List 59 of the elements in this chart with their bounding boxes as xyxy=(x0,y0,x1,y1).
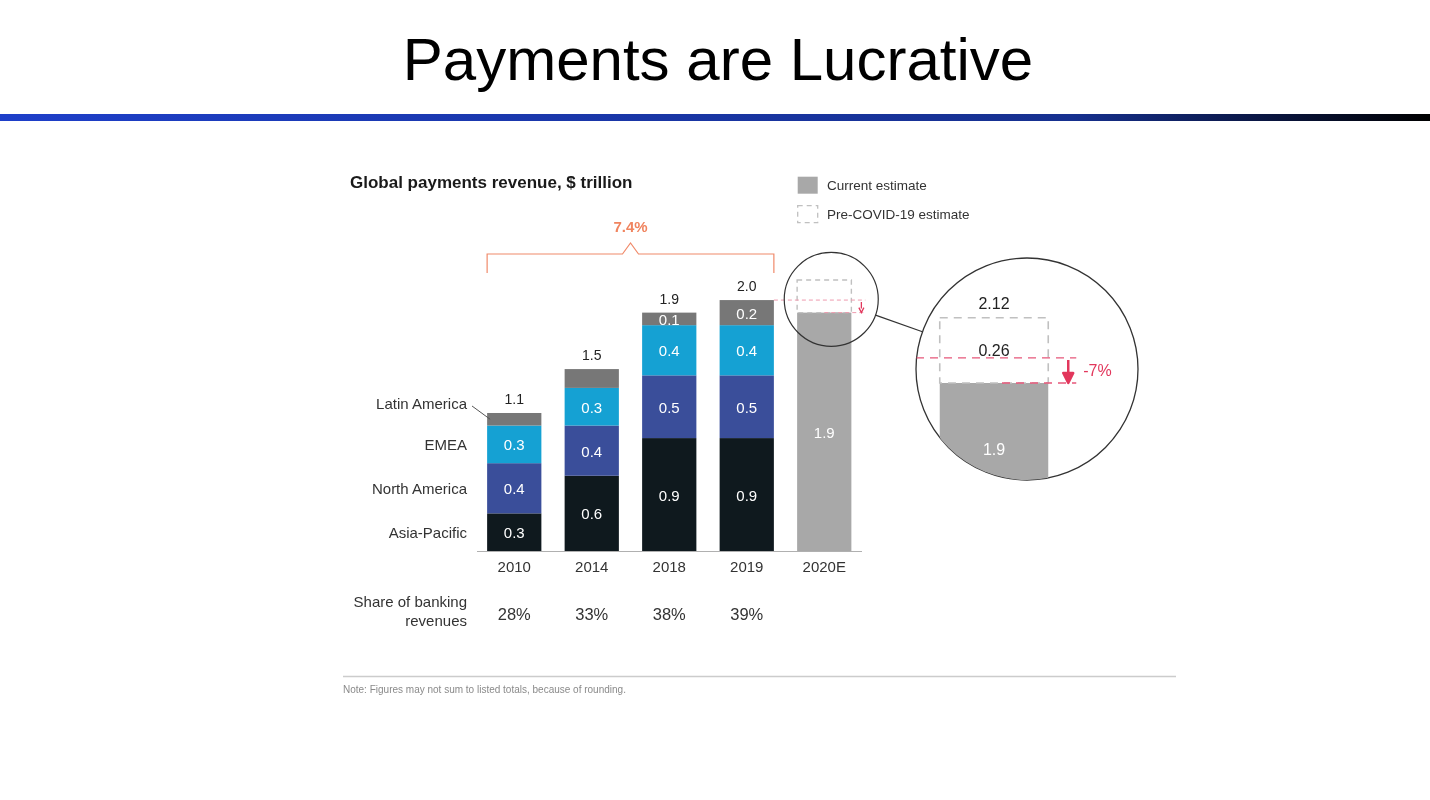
text: 1.9 xyxy=(982,440,1006,458)
bar xyxy=(487,412,542,426)
chart-title: Payments are Lucrative xyxy=(402,26,1034,93)
x-tick-label: 2019 xyxy=(730,558,764,575)
bar xyxy=(719,325,774,376)
legend-label: Current estimate xyxy=(827,177,927,193)
x-tick-label: 2014 xyxy=(575,558,609,575)
text: 39% xyxy=(730,605,764,623)
bar xyxy=(564,369,619,388)
text: 38% xyxy=(652,605,687,623)
series-label: North America xyxy=(371,479,468,497)
data-label: 0.4 xyxy=(658,341,680,359)
legend-label: Pre-COVID-19 estimate xyxy=(827,206,970,222)
data-label: 0.1 xyxy=(658,310,680,328)
text: Share of banking revenues xyxy=(353,593,467,629)
series-label: EMEA xyxy=(424,435,467,453)
series-label: Latin America xyxy=(376,394,468,412)
bar xyxy=(564,425,619,476)
text: 7.4% xyxy=(613,218,648,235)
bar xyxy=(719,438,774,551)
x-tick-label: 2010 xyxy=(497,558,531,575)
data-label: 0.5 xyxy=(658,398,680,416)
series-label: Asia-Pacific xyxy=(388,523,468,541)
total-label: 1.5 xyxy=(582,347,602,364)
data-label: 0.3 xyxy=(503,523,525,541)
bar xyxy=(487,513,542,551)
x-tick-label: 2020E xyxy=(802,558,846,575)
bar xyxy=(564,387,619,426)
total-label: 1.1 xyxy=(504,390,525,407)
text: 2.12 xyxy=(978,294,1010,312)
text: 0.26 xyxy=(978,341,1010,359)
text: 28% xyxy=(497,605,532,623)
text: Note: Figures may not sum to listed totals, because of rounding. xyxy=(343,684,626,695)
data-label: 0.4 xyxy=(581,442,603,460)
data-label: 0.5 xyxy=(736,398,758,416)
data-label: 1.9 xyxy=(813,423,835,441)
data-label: 0.3 xyxy=(503,435,525,453)
bar xyxy=(642,438,697,551)
bar xyxy=(642,375,697,439)
data-label: 0.9 xyxy=(736,486,758,504)
text: -7% xyxy=(1083,361,1112,379)
data-label: 0.6 xyxy=(581,504,603,522)
x-tick-label: 2018 xyxy=(652,558,686,575)
bar xyxy=(719,375,774,439)
total-label: 2.0 xyxy=(737,278,757,295)
bar xyxy=(719,300,774,326)
total-label: 1.9 xyxy=(659,290,680,307)
bar xyxy=(487,463,542,514)
data-label: 0.2 xyxy=(736,304,758,322)
chart-subtitle: Global payments revenue, $ trillion xyxy=(350,173,633,192)
data-label: 0.4 xyxy=(736,341,758,359)
text: 33% xyxy=(575,605,609,623)
data-label: 0.4 xyxy=(503,479,525,497)
data-label: 0.9 xyxy=(658,486,680,504)
bar xyxy=(642,325,697,376)
bar xyxy=(564,475,619,551)
bar xyxy=(487,425,542,464)
bar xyxy=(796,279,853,314)
data-label: 0.3 xyxy=(581,398,603,416)
